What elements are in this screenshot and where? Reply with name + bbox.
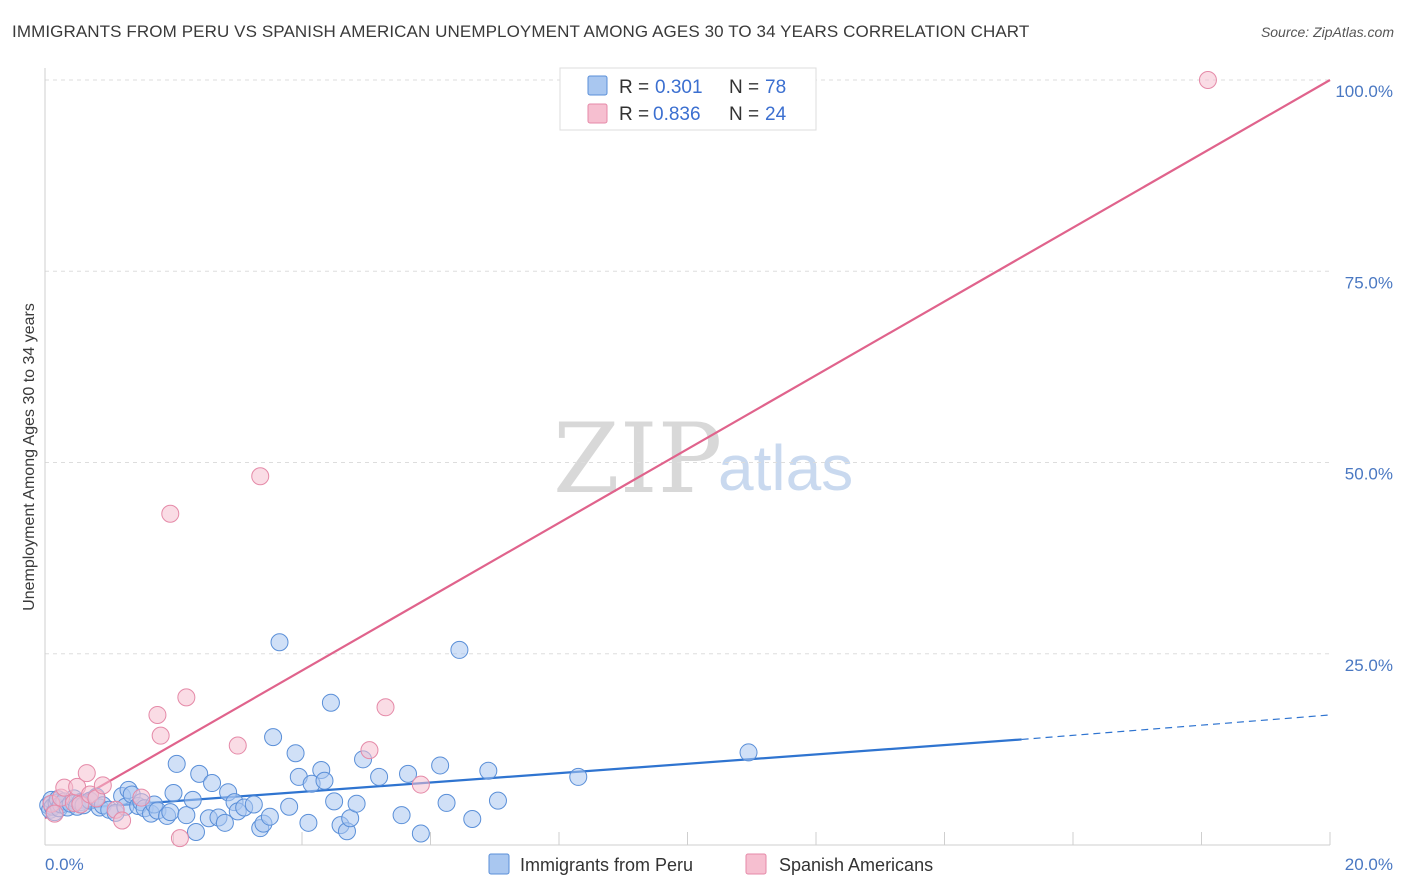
point-spanish-10 — [93, 776, 112, 795]
legend-n-label-2: N = — [729, 104, 759, 125]
gridlines — [45, 79, 1331, 845]
point-peru-74 — [450, 640, 469, 659]
point-spanish-13 — [132, 788, 151, 807]
legend-r-value-2: 0.836 — [653, 104, 701, 125]
point-peru-71 — [411, 824, 430, 843]
point-peru-69 — [392, 806, 411, 825]
y-tick-label-0: 100.0% — [1335, 82, 1393, 101]
trend-line-peru-extension — [1021, 714, 1331, 741]
point-peru-51 — [260, 807, 279, 826]
point-spanish-17 — [170, 829, 189, 848]
chart-title: IMMIGRANTS FROM PERU VS SPANISH AMERICAN… — [12, 22, 1030, 41]
y-tick-label-1: 75.0% — [1345, 273, 1393, 292]
point-peru-76 — [479, 761, 498, 780]
scatter-points — [39, 71, 1217, 848]
bottom-legend-swatch-pink — [745, 853, 767, 875]
point-peru-66 — [347, 794, 366, 813]
trend-line-spanish — [44, 79, 1331, 820]
trend-lines — [44, 79, 1331, 820]
point-peru-72 — [431, 756, 450, 775]
legend-swatch-blue — [587, 75, 608, 96]
point-spanish-19 — [228, 736, 247, 755]
point-peru-77 — [488, 791, 507, 810]
tick-labels: 100.0% 75.0% 50.0% 25.0% 0.0% 20.0% — [45, 82, 1393, 874]
legend-n-value-2: 24 — [765, 104, 787, 125]
legend-n-label-1: N = — [729, 77, 759, 98]
point-peru-55 — [286, 744, 305, 763]
y-tick-label-3: 25.0% — [1345, 656, 1393, 675]
watermark-atlas: atlas — [718, 432, 853, 504]
point-peru-62 — [325, 792, 344, 811]
point-spanish-22 — [376, 698, 395, 717]
point-peru-35 — [167, 754, 186, 773]
point-spanish-12 — [113, 811, 132, 830]
bottom-legend-swatch-blue — [488, 853, 510, 875]
point-peru-38 — [186, 822, 205, 841]
source-label: Source: ZipAtlas.com — [1260, 24, 1394, 40]
legend-r-label-1: R = — [619, 77, 649, 98]
point-spanish-14 — [148, 705, 167, 724]
y-tick-label-2: 50.0% — [1345, 465, 1393, 484]
point-spanish-15 — [151, 726, 170, 745]
point-peru-61 — [321, 693, 340, 712]
point-peru-75 — [463, 809, 482, 828]
point-spanish-1 — [45, 804, 64, 823]
point-peru-68 — [370, 767, 389, 786]
point-peru-78 — [569, 767, 588, 786]
point-peru-53 — [270, 633, 289, 652]
point-peru-36 — [177, 806, 196, 825]
point-peru-37 — [183, 790, 202, 809]
point-peru-70 — [399, 764, 418, 783]
point-peru-73 — [437, 793, 456, 812]
axes — [44, 68, 1330, 846]
watermark-zip: ZIP — [553, 403, 722, 515]
point-peru-48 — [244, 795, 263, 814]
point-peru-34 — [164, 783, 183, 802]
point-peru-41 — [203, 774, 222, 793]
point-peru-79 — [739, 743, 758, 762]
point-peru-54 — [280, 797, 299, 816]
point-spanish-16 — [161, 504, 180, 523]
legend-r-label-2: R = — [619, 104, 649, 125]
point-spanish-18 — [177, 688, 196, 707]
bottom-legend: Immigrants from Peru Spanish Americans — [488, 853, 933, 875]
y-axis-label: Unemployment Among Ages 30 to 34 years — [21, 303, 38, 611]
point-peru-43 — [215, 813, 234, 832]
legend-swatch-pink — [587, 103, 608, 124]
point-spanish-23 — [411, 775, 430, 794]
legend-r-value-1: 0.301 — [655, 77, 703, 98]
bottom-legend-label-peru: Immigrants from Peru — [520, 855, 693, 875]
trend-line-peru — [44, 738, 1022, 812]
bottom-legend-label-spanish: Spanish Americans — [779, 855, 933, 875]
point-peru-57 — [299, 813, 318, 832]
x-tick-label-0: 0.0% — [45, 855, 84, 874]
point-spanish-7 — [77, 764, 96, 783]
point-peru-60 — [315, 771, 334, 790]
point-spanish-20 — [251, 467, 270, 486]
point-spanish-24 — [1198, 71, 1217, 89]
point-spanish-21 — [360, 741, 379, 760]
point-peru-52 — [264, 728, 283, 747]
legend-box: R = 0.301 N = 78 R = 0.836 N = 24 — [559, 67, 817, 131]
x-tick-label-1: 20.0% — [1345, 855, 1393, 874]
point-peru-39 — [190, 764, 209, 783]
point-peru-33 — [161, 803, 180, 822]
legend-n-value-1: 78 — [765, 77, 786, 98]
